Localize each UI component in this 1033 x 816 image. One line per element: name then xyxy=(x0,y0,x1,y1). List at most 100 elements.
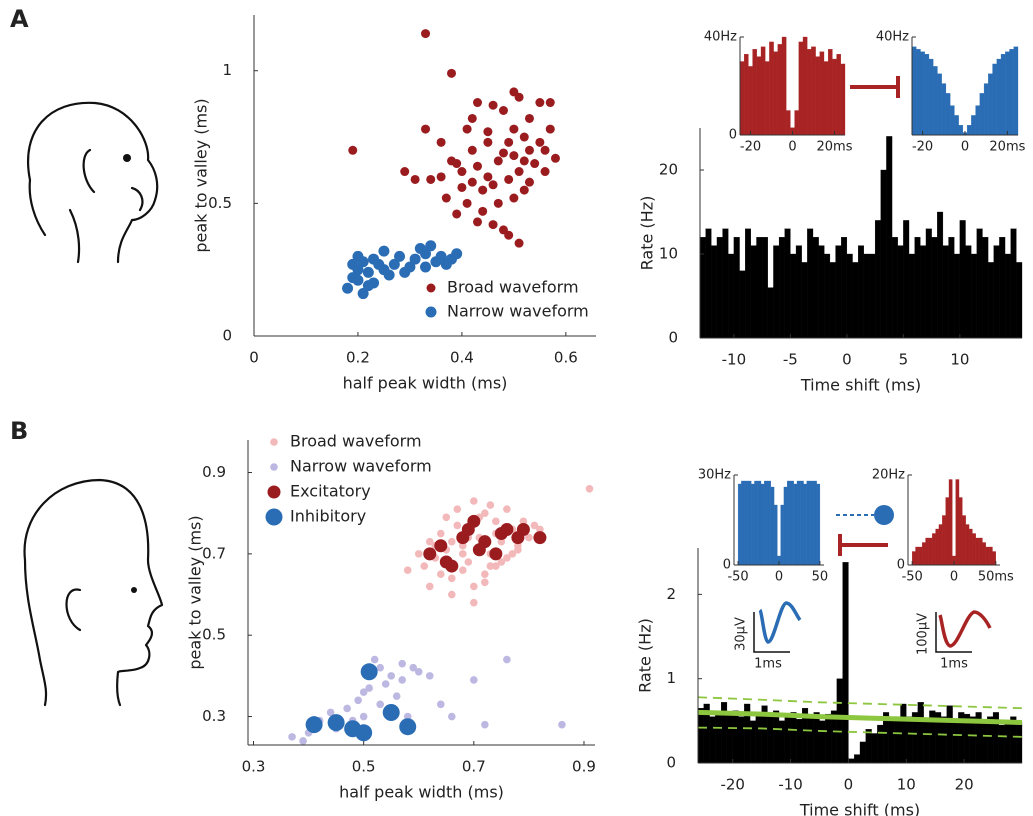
scatter-point xyxy=(467,145,477,155)
y-tick-label: 1 xyxy=(666,669,676,687)
histogram-bar xyxy=(711,245,718,339)
scatter-point xyxy=(394,250,406,262)
histogram-bar xyxy=(999,237,1006,339)
histogram-bar xyxy=(1005,51,1010,136)
histogram-bar xyxy=(767,287,774,339)
scatter-point xyxy=(378,264,390,276)
scatter-point xyxy=(514,167,524,177)
histogram-bar xyxy=(975,537,980,566)
legend-marker xyxy=(270,438,278,446)
histogram-bar xyxy=(756,237,763,339)
scatter-point xyxy=(381,680,390,688)
histogram-bar xyxy=(754,480,758,566)
x-tick-label: 10 xyxy=(897,776,916,794)
histogram-bar xyxy=(846,253,853,339)
x-tick-label: -20 xyxy=(912,140,933,155)
scatter-point xyxy=(421,29,431,39)
y-tick-label: 0.7 xyxy=(202,544,226,562)
scatter-point xyxy=(342,282,354,294)
scatter-point xyxy=(425,672,434,680)
x-tick-label: 0 xyxy=(842,351,852,369)
histogram-bar xyxy=(863,253,870,339)
histogram-bar xyxy=(906,716,913,764)
scatter-point xyxy=(399,718,417,736)
scatter-point xyxy=(305,716,323,734)
scatter-point xyxy=(421,124,431,134)
legend-marker xyxy=(426,283,436,293)
histogram-bar xyxy=(903,220,910,339)
histogram-bar xyxy=(935,528,940,566)
histogram-bar xyxy=(722,228,729,339)
y-axis-title: Rate (Hz) xyxy=(638,196,657,271)
scatter-point xyxy=(299,737,307,745)
histogram-bar xyxy=(880,169,887,339)
histogram-bar xyxy=(865,729,872,764)
scatter-point xyxy=(457,182,467,192)
histogram-bar xyxy=(836,678,843,764)
histogram-bar xyxy=(796,719,803,764)
scatter-point xyxy=(525,533,533,542)
trend-line xyxy=(697,726,1023,738)
histogram-bar xyxy=(931,237,938,339)
histogram-bar xyxy=(748,66,753,136)
histogram-bar xyxy=(858,245,864,339)
histogram-bar xyxy=(815,56,820,136)
histogram-bar xyxy=(813,480,817,566)
scatter-point xyxy=(436,700,445,709)
scatter-point xyxy=(439,555,453,569)
histogram-bar xyxy=(770,486,775,566)
histogram-bar xyxy=(705,228,712,339)
scatter-point xyxy=(497,537,506,546)
scatter-point xyxy=(481,509,489,517)
scatter-point xyxy=(500,522,514,536)
histogram-bar xyxy=(952,719,959,764)
histogram-bar xyxy=(780,504,785,566)
histogram-bar xyxy=(897,245,904,339)
scatter-point xyxy=(535,98,545,108)
y-axis-title: peak to valley (ms) xyxy=(192,98,211,252)
y-tick-label: 1 xyxy=(222,61,232,79)
scatter-point xyxy=(404,261,416,273)
scatter-point xyxy=(481,578,489,587)
x-axis-title: Time shift (ms) xyxy=(799,801,920,816)
histogram-bar xyxy=(914,237,921,339)
y-tick-label: 20Hz xyxy=(872,468,905,483)
scatter-point xyxy=(497,558,506,566)
histogram-bar xyxy=(761,237,768,339)
x-tick-label: 0.5 xyxy=(352,758,376,776)
histogram-bar xyxy=(859,741,866,764)
histogram-bar xyxy=(726,713,733,764)
histogram-bar xyxy=(948,479,953,566)
histogram-bar xyxy=(783,486,788,566)
scatter-point xyxy=(488,100,498,110)
scatter-point xyxy=(519,132,529,142)
scatter-point xyxy=(467,113,477,123)
scatter-point xyxy=(519,517,528,526)
histogram-bar xyxy=(835,245,842,339)
scatter-point xyxy=(362,280,374,292)
scatter-point xyxy=(447,574,456,583)
legend-label: Excitatory xyxy=(290,482,371,501)
histogram-bar xyxy=(911,46,917,136)
x-tick-label: 0.3 xyxy=(242,758,266,776)
histogram-bar xyxy=(760,46,766,136)
scatter-point xyxy=(470,497,478,505)
scatter-point xyxy=(464,558,473,566)
scatter-point xyxy=(530,159,540,169)
histogram-bar xyxy=(787,480,791,566)
y-tick-label: 2 xyxy=(666,585,676,603)
scatter-point xyxy=(398,676,407,684)
scatter-point xyxy=(425,582,434,591)
histogram-bar xyxy=(894,716,901,764)
histogram-bar xyxy=(1009,49,1014,136)
histogram-bar xyxy=(828,49,833,136)
histogram-bar xyxy=(925,537,930,566)
histogram-bar xyxy=(784,713,791,764)
histogram-bar xyxy=(981,720,988,764)
legend-marker xyxy=(265,508,283,526)
x-tick-label: 50ms xyxy=(978,570,1014,585)
histogram-bar xyxy=(716,237,723,339)
human-head xyxy=(23,478,164,707)
panel-label: B xyxy=(10,417,28,445)
histogram-bar xyxy=(781,36,787,136)
